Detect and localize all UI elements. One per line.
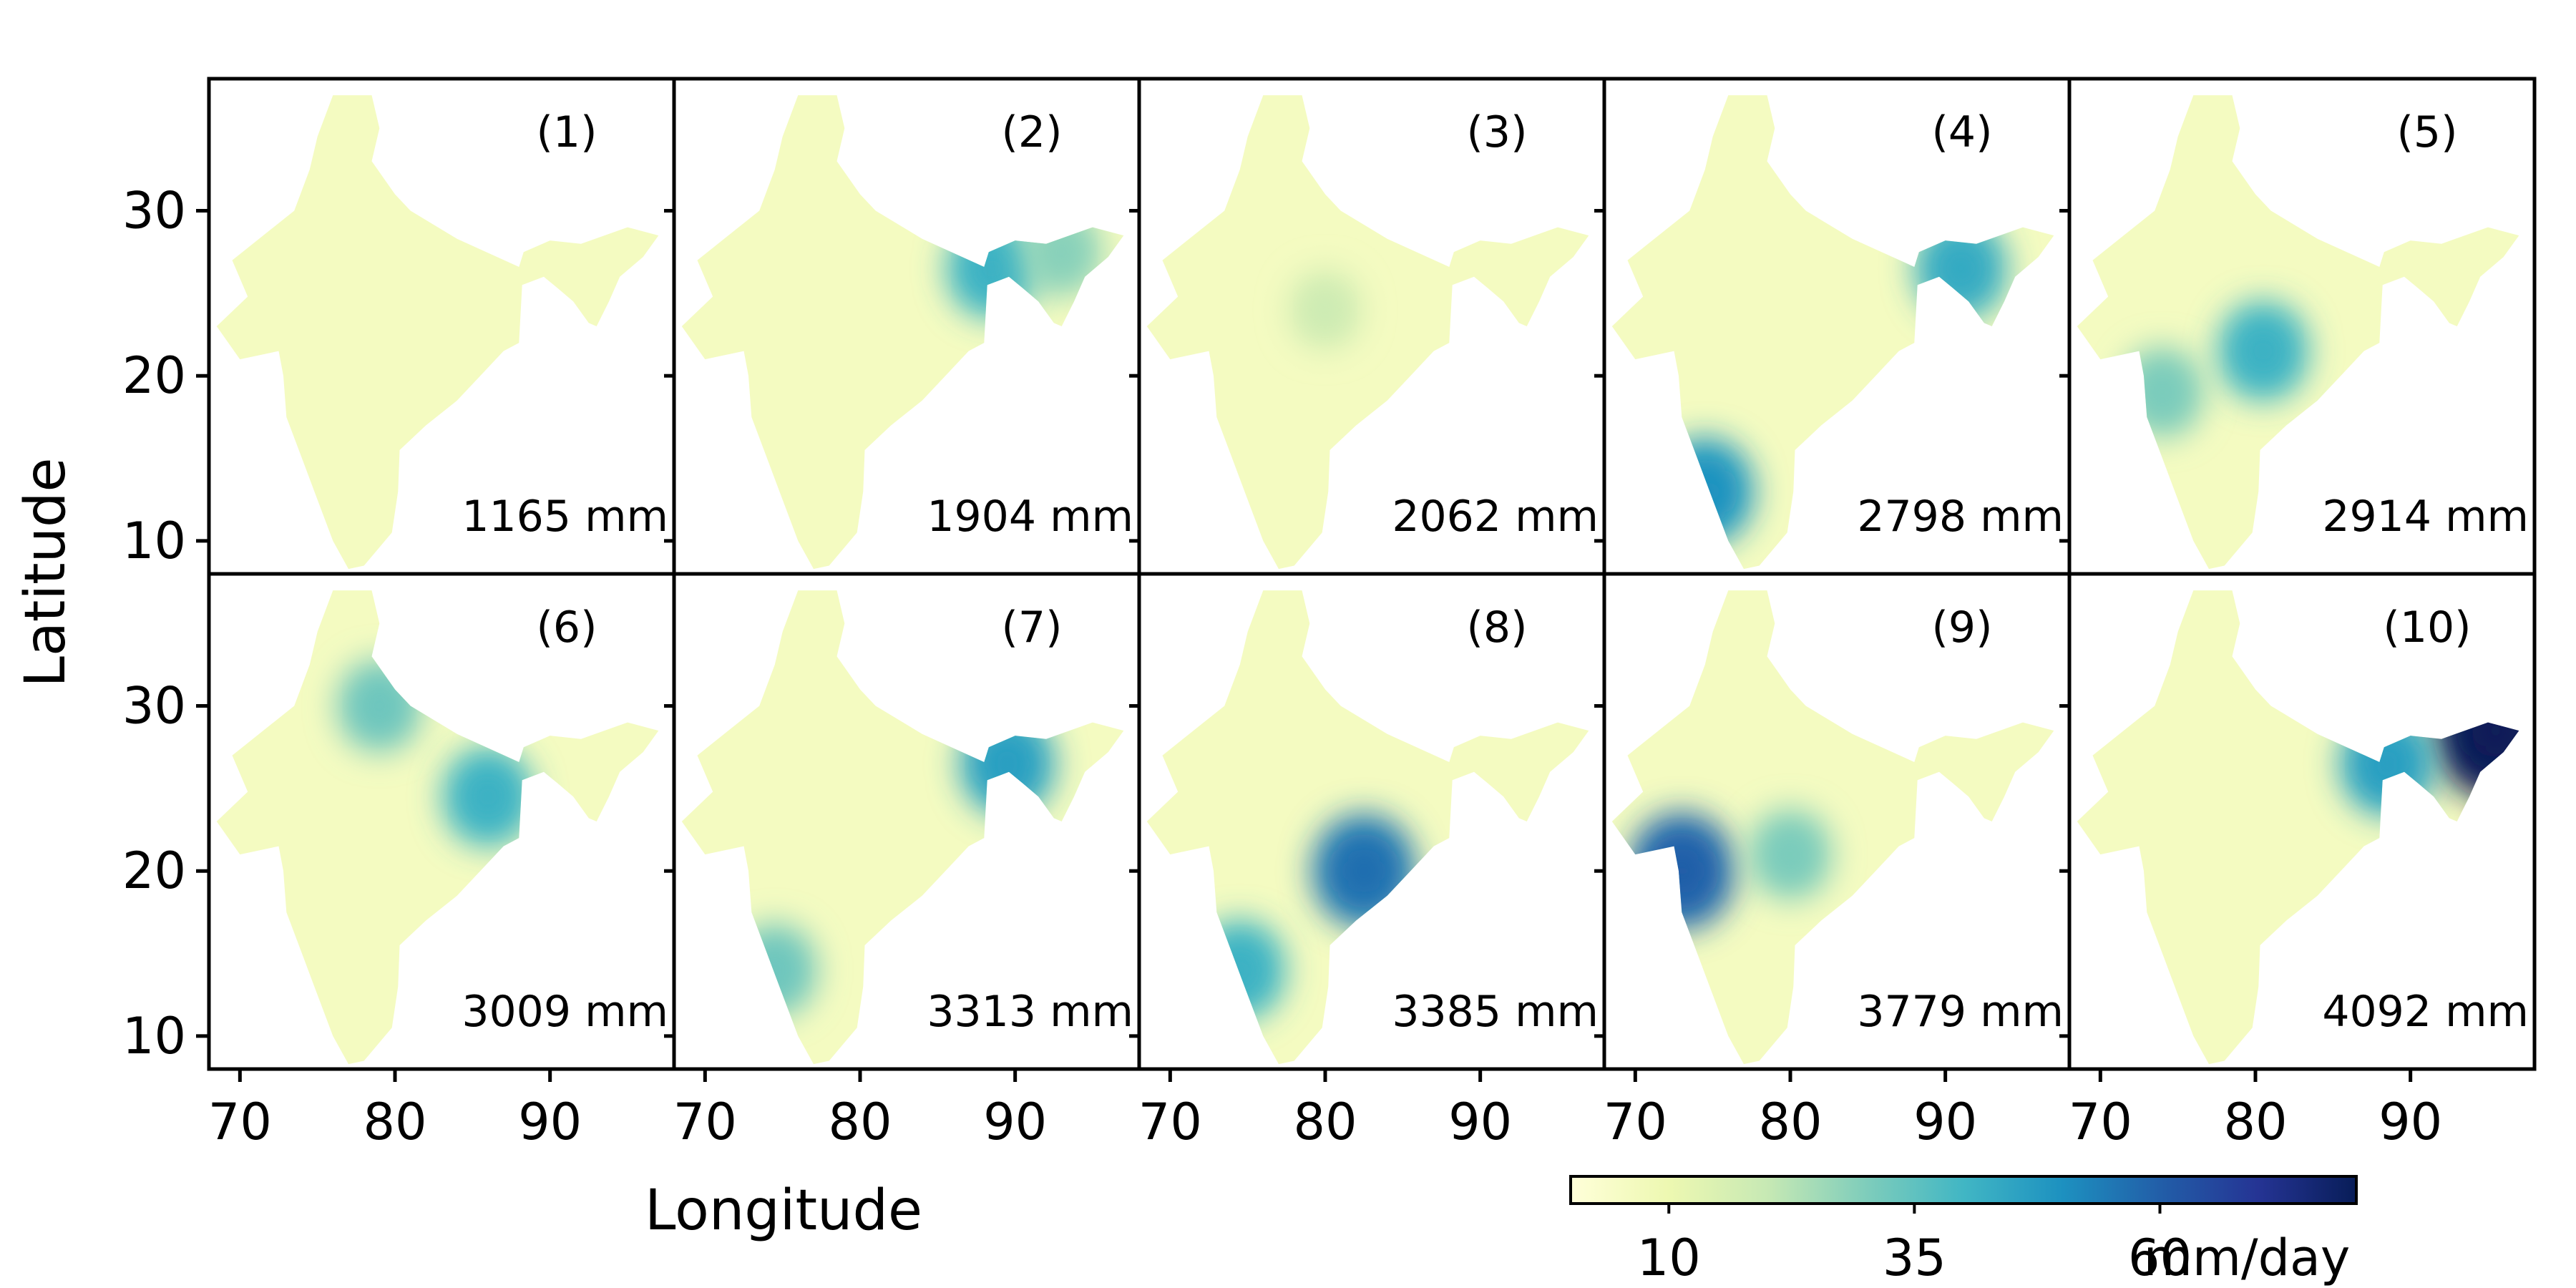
rainfall-hotspot-core [1942,247,1980,290]
total-rainfall-label: 3009 mm [462,987,668,1037]
x-tick-label: 90 [1448,1093,1512,1151]
rainfall-hotspot-core [1221,949,1259,991]
panel-number-label: (4) [1932,107,1993,157]
map-panel: (10) 4092 mm [2059,572,2537,1082]
total-rainfall-label: 2798 mm [1857,492,2064,542]
rainfall-hotspot-core [1045,233,1078,270]
panel-number-label: (7) [1002,602,1063,653]
colorbar: 10 35 60 mm/day [1569,1175,2358,1287]
region-fill [2077,590,2519,1065]
rainfall-field [946,207,1103,319]
colorbar-scale [1569,1175,2358,1205]
panel-number-label: (2) [1002,107,1063,157]
x-tick-label: 90 [983,1093,1047,1151]
panel-number-label: (5) [2397,107,2458,157]
panel-number-label: (8) [1467,602,1528,653]
y-tick-label: 30 [122,677,186,736]
x-tick-label: 70 [2069,1093,2132,1151]
total-rainfall-label: 4092 mm [2322,987,2529,1037]
rainfall-hotspot-core [1342,847,1385,895]
total-rainfall-label: 2914 mm [2322,492,2529,542]
x-tick-label: 80 [828,1093,892,1151]
x-tick-label: 80 [363,1093,426,1151]
rainfall-hotspot [1656,436,1755,546]
x-tick-label: 90 [2379,1093,2442,1151]
map-panel: (8) 3385 mm [1129,572,1606,1082]
y-tick-label: 10 [122,1007,186,1065]
panel-number-label: (1) [537,107,597,157]
colorbar-tick-label: 60 [2128,1229,2192,1287]
x-tick-label: 70 [1138,1093,1202,1151]
rainfall-hotspot-core [2470,702,2519,759]
rainfall-hotspot-core [758,950,792,990]
y-tick-label: 20 [122,346,186,405]
axis-ticks: 10 20 30 10 20 30 70 80 90 70 80 90 70 80 90 70 80 90 70 80… [122,182,2442,1151]
map-panel: (4) 2798 mm [1594,77,2072,576]
rainfall-hotspot-core [362,686,397,726]
region-fill [216,590,659,1065]
map-panel: (9) 3779 mm [1594,572,2072,1082]
region-fill [216,95,659,570]
colorbar-unit-label: mm/day [2144,1229,2351,1287]
total-rainfall-label: 3779 mm [1857,987,2064,1037]
total-rainfall-label: 1904 mm [927,492,1133,542]
rainfall-hotspot-core [2368,742,2406,786]
x-tick-label: 90 [1913,1093,1977,1151]
rainfall-hotspot-core [1773,836,1807,874]
y-axis-label: Latitude [14,457,78,687]
rainfall-hotspot-core [988,742,1027,786]
colorbar-tick-label: 10 [1637,1229,1701,1287]
rainfall-hotspot-core [1660,847,1704,895]
total-rainfall-label: 2062 mm [1392,492,1599,542]
panel-number-label: (9) [1932,602,1993,653]
rainfall-field [337,659,534,847]
map-panel: (3) 2062 mm [1129,77,1606,576]
rainfall-hotspot-core [469,776,507,818]
rainfall-hotspot-core [1310,293,1340,326]
panel-frame [2067,572,2537,1071]
region-fill [681,95,1124,570]
total-rainfall-label: 3385 mm [1392,987,1599,1037]
map-panel: (5) 2914 mm [2059,77,2537,576]
region-fill [1146,95,1589,570]
total-rainfall-label: 1165 mm [462,492,668,542]
region-fill [1611,590,2054,1065]
panel-grid: (1) 1165 mm (2) 1904 mm (3) 2062 mm (4) 2798 mm… [196,77,2537,1082]
y-tick-label: 10 [122,512,186,570]
x-tick-label: 70 [1604,1093,1667,1151]
y-tick-label: 20 [122,841,186,900]
rainfall-hotspot-core [1685,469,1725,514]
x-tick-label: 80 [1758,1093,1822,1151]
x-tick-label: 70 [673,1093,737,1151]
panel-number-label: (10) [2383,602,2471,653]
rainfall-hotspot-core [2145,374,2180,411]
map-panel: (7) 3313 mm [664,572,1141,1082]
x-tick-label: 90 [518,1093,582,1151]
map-panel: (1) 1165 mm [196,77,676,576]
total-rainfall-label: 3313 mm [927,987,1133,1037]
x-tick-label: 70 [208,1093,272,1151]
colorbar-tick-label: 35 [1883,1229,1946,1287]
panel-number-label: (3) [1467,107,1528,157]
rainfall-field [1289,270,1362,350]
y-tick-label: 30 [122,182,186,240]
rainfall-hotspot-core [973,248,1010,290]
rainfall-hotspot-core [2245,330,2282,372]
map-panel: (2) 1904 mm [664,77,1141,576]
map-panel: (6) 3009 mm [196,572,676,1082]
panel-number-label: (6) [537,602,597,653]
x-tick-label: 80 [2223,1093,2287,1151]
x-axis-label: Longitude [645,1179,922,1243]
colorbar-ticks: 10 35 60 [1637,1204,2192,1287]
x-tick-label: 80 [1293,1093,1357,1151]
